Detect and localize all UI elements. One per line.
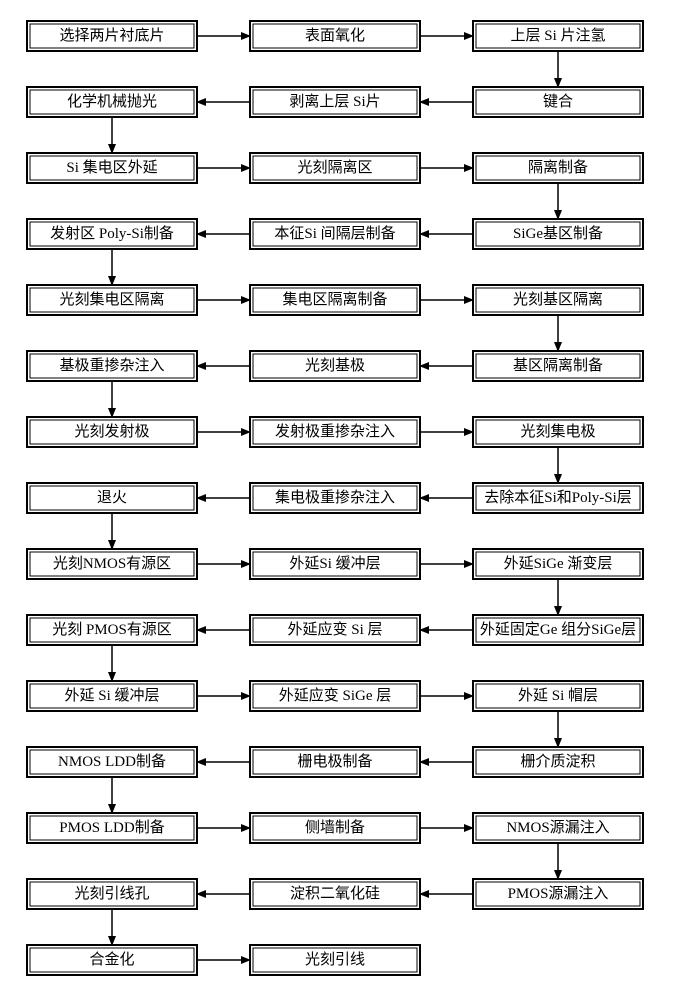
flow-node-label: 栅电极制备 [297, 753, 372, 770]
flow-node-label: 基区隔离制备 [513, 357, 603, 374]
flow-node: 光刻 PMOS有源区 [27, 615, 197, 645]
flow-node: 光刻引线 [250, 945, 420, 975]
flow-node: NMOS源漏注入 [473, 813, 643, 843]
flow-node-label: 外延应变 Si 层 [287, 620, 382, 638]
flow-node: 淀积二氧化硅 [250, 879, 420, 909]
flow-node-label: 外延SiGe 渐变层 [504, 555, 613, 572]
flow-node-label: 栅介质淀积 [520, 753, 595, 770]
flow-node: 发射区 Poly-Si制备 [27, 219, 197, 249]
flow-node-label: 光刻集电极 [520, 423, 595, 440]
flow-node-label: 集电区隔离制备 [282, 291, 387, 308]
flow-node: 表面氧化 [250, 21, 420, 51]
flow-node: 外延Si 缓冲层 [250, 549, 420, 579]
flow-node: 集电区隔离制备 [250, 285, 420, 315]
flow-node-label: 集电极重掺杂注入 [275, 489, 395, 506]
flow-node: 光刻引线孔 [27, 879, 197, 909]
flow-node-label: 外延 Si 缓冲层 [64, 687, 159, 704]
flow-node-label: 合金化 [89, 951, 134, 968]
flow-node-label: 去除本征Si和Poly-Si层 [484, 489, 632, 506]
flow-node: 外延 Si 缓冲层 [27, 681, 197, 711]
flow-node-label: 化学机械抛光 [67, 93, 157, 110]
flow-node-label: 外延应变 SiGe 层 [279, 686, 392, 704]
flow-node-label: 淀积二氧化硅 [290, 885, 380, 902]
flow-node: 合金化 [27, 945, 197, 975]
flow-node-label: 基极重掺杂注入 [59, 357, 164, 374]
flow-node-label: NMOS源漏注入 [506, 819, 609, 836]
flow-node: 外延应变 Si 层 [250, 615, 420, 645]
flow-node-label: 光刻基极 [305, 357, 365, 374]
flow-node: 侧墙制备 [250, 813, 420, 843]
flow-node: 光刻发射极 [27, 417, 197, 447]
flow-node-label: 外延 Si 帽层 [518, 687, 598, 704]
flow-node: NMOS LDD制备 [27, 747, 197, 777]
flow-node: PMOS LDD制备 [27, 813, 197, 843]
flow-node: 光刻基极 [250, 351, 420, 381]
flow-node-label: 光刻发射极 [74, 423, 149, 440]
flow-node-label: 剥离上层 Si片 [289, 93, 380, 110]
flow-node-label: 发射区 Poly-Si制备 [50, 225, 174, 242]
flow-node: 发射极重掺杂注入 [250, 417, 420, 447]
flow-node-label: 键合 [543, 93, 573, 110]
flow-node: 集电极重掺杂注入 [250, 483, 420, 513]
flow-node-label: 光刻隔离区 [297, 159, 372, 176]
flow-node: 剥离上层 Si片 [250, 87, 420, 117]
flow-node-label: 光刻引线 [305, 951, 365, 968]
flowchart-svg: 选择两片衬底片 表面氧化 上层 Si 片注氢化学机械抛光 剥离上层 Si片 键合 Si 集… [0, 0, 674, 1000]
flow-node: 光刻基区隔离 [473, 285, 643, 315]
flow-node-label: SiGe基区制备 [513, 225, 603, 242]
flow-node-label: 选择两片衬底片 [59, 27, 164, 44]
flow-node: 光刻隔离区 [250, 153, 420, 183]
flow-node: 隔离制备 [473, 153, 643, 183]
flow-node: 化学机械抛光 [27, 87, 197, 117]
flow-node: 基极重掺杂注入 [27, 351, 197, 381]
flow-node-label: NMOS LDD制备 [58, 753, 166, 770]
flow-node-label: PMOS源漏注入 [508, 885, 609, 902]
flow-node-label: 本征Si 间隔层制备 [274, 225, 395, 242]
flow-node: Si 集电区外延 [27, 153, 197, 183]
flow-node-label: 发射极重掺杂注入 [275, 423, 395, 440]
flow-node: PMOS源漏注入 [473, 879, 643, 909]
flow-node: 栅电极制备 [250, 747, 420, 777]
flow-node-label: PMOS LDD制备 [59, 819, 164, 836]
flow-node-label: 光刻引线孔 [74, 885, 149, 902]
flow-node-label: 光刻NMOS有源区 [53, 555, 171, 572]
flow-node: 外延SiGe 渐变层 [473, 549, 643, 579]
flow-node-label: 表面氧化 [305, 27, 365, 44]
flow-node: 光刻集电区隔离 [27, 285, 197, 315]
flow-node-label: 光刻基区隔离 [513, 291, 603, 308]
flow-node: 退火 [27, 483, 197, 513]
flow-node-label: 外延固定Ge 组分SiGe层 [480, 621, 636, 638]
flow-node-label: 光刻 PMOS有源区 [52, 621, 172, 638]
flow-node-label: 隔离制备 [528, 159, 588, 176]
flow-node-label: Si 集电区外延 [66, 159, 157, 176]
flow-node: 本征Si 间隔层制备 [250, 219, 420, 249]
flow-node-label: 光刻集电区隔离 [59, 291, 164, 308]
flow-node: 上层 Si 片注氢 [473, 21, 643, 51]
flow-node: 光刻集电极 [473, 417, 643, 447]
flow-node-label: 外延Si 缓冲层 [289, 555, 380, 572]
flow-node: 外延固定Ge 组分SiGe层 [473, 615, 643, 645]
flow-node: 栅介质淀积 [473, 747, 643, 777]
flow-node: 键合 [473, 87, 643, 117]
flow-node-label: 退火 [97, 489, 127, 506]
flow-node: 基区隔离制备 [473, 351, 643, 381]
flow-node: 选择两片衬底片 [27, 21, 197, 51]
flow-node-label: 上层 Si 片注氢 [510, 27, 605, 44]
flow-node: 光刻NMOS有源区 [27, 549, 197, 579]
flow-node: 外延应变 SiGe 层 [250, 681, 420, 711]
flow-node: SiGe基区制备 [473, 219, 643, 249]
flow-node: 外延 Si 帽层 [473, 681, 643, 711]
flow-node-label: 侧墙制备 [305, 819, 365, 836]
flow-node: 去除本征Si和Poly-Si层 [473, 483, 643, 513]
